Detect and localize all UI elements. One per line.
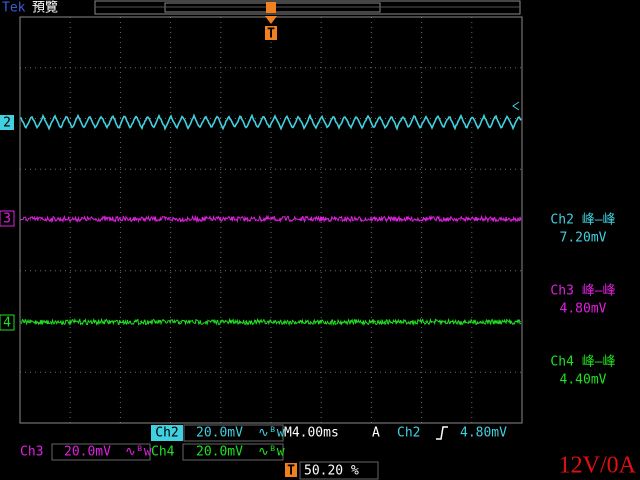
bw-icon: ∿ᴮw [258, 445, 285, 460]
bw-icon: ∿ᴮw [258, 426, 285, 441]
ch4-name: Ch4 [151, 445, 175, 460]
ch3-waveform [20, 214, 522, 224]
ch2-marker [0, 115, 14, 130]
trigger-pos-icon [285, 463, 297, 477]
ch4-marker-label: 4 [3, 316, 11, 331]
trigger-pos-icon-label: T [287, 464, 295, 479]
ch2-marker-label: 2 [3, 116, 11, 131]
measurement-value: 7.20mV [560, 231, 607, 246]
measurement-label: Ch3 峰–峰 [550, 284, 615, 299]
trigger-level: 4.80mV [460, 426, 507, 441]
ch2-scale-box [183, 424, 284, 442]
ch3-scale-box [51, 443, 151, 461]
ch4-scale-box [182, 443, 284, 461]
ch2-level-marker [512, 101, 520, 111]
ch4-waveform [20, 317, 522, 327]
measurement-value: 4.40mV [560, 373, 607, 388]
trigger-position: 50.20 % [304, 464, 359, 479]
trigger-pos-box [299, 461, 379, 480]
ch3-marker-label: 3 [3, 212, 11, 227]
brand: Tek [2, 1, 26, 16]
ch4-marker [0, 314, 15, 331]
ch2-tag [151, 425, 183, 441]
trigger-slope [436, 426, 448, 440]
trigger-marker [265, 26, 277, 40]
bw-icon: ∿ᴮw [125, 445, 152, 460]
ch2-name: Ch2 [155, 426, 178, 441]
acquisition: A [372, 426, 380, 441]
measurement-value: 4.80mV [560, 302, 607, 317]
ch3-marker [0, 210, 15, 227]
measurement-label: Ch4 峰–峰 [550, 355, 615, 370]
ch3-name: Ch3 [20, 445, 43, 460]
waveforms [20, 113, 522, 327]
trigger-icon [266, 2, 276, 13]
trigger-source: Ch2 [397, 426, 420, 441]
ch2-scale: 20.0mV [196, 426, 243, 441]
trigger-arrow [265, 16, 277, 24]
caption: 12V/0A [559, 453, 637, 479]
ch2-waveform [20, 113, 522, 131]
mode: 預覽 [32, 1, 58, 16]
measurement-label: Ch2 峰–峰 [550, 213, 615, 228]
ch3-scale: 20.0mV [64, 445, 111, 460]
ch4-scale: 20.0mV [196, 445, 243, 460]
timebase: M4.00ms [284, 426, 339, 441]
trigger-marker-label: T [267, 27, 275, 42]
